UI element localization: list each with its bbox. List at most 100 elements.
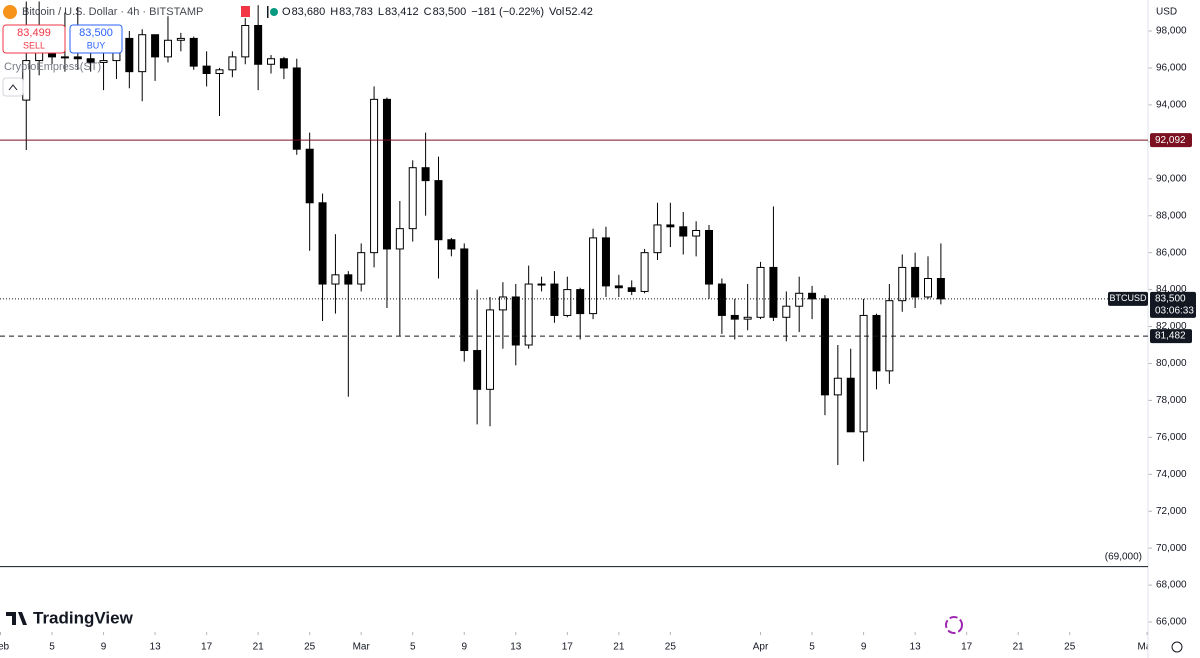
candle-body — [743, 316, 752, 320]
x-tick-label: 9 — [101, 642, 107, 653]
candle-body — [846, 377, 855, 433]
y-tick-label: 70,000 — [1156, 543, 1187, 554]
flag-icon — [241, 6, 250, 17]
x-tick-label: 9 — [461, 642, 467, 653]
ohlc-volume: 52.42 — [565, 6, 593, 18]
candle-body — [511, 296, 520, 346]
candle-body — [627, 287, 636, 292]
x-tick-label: 5 — [410, 642, 416, 653]
sell-box[interactable] — [2, 24, 66, 54]
candle-body — [717, 283, 726, 316]
y-tick-label: 72,000 — [1156, 506, 1187, 517]
x-tick-label: 17 — [201, 642, 213, 653]
candle-body — [460, 248, 469, 352]
candle-body — [666, 224, 675, 228]
ohlc-low: 83,412 — [385, 6, 419, 18]
candle-body — [99, 60, 108, 63]
coin-icon — [3, 5, 17, 19]
candle-body — [808, 292, 817, 300]
candle-body — [924, 278, 933, 298]
y-tick-label: 66,000 — [1156, 617, 1187, 628]
sell-button[interactable]: 83,499 SELL — [2, 24, 66, 54]
candle-body — [151, 34, 160, 58]
candle-body — [344, 274, 353, 285]
ohlc-open: 83,680 — [292, 6, 326, 18]
level-label: 92,092 — [1155, 135, 1186, 146]
candle-body — [202, 65, 211, 75]
candle-body — [395, 228, 404, 250]
y-tick-label: 84,000 — [1156, 284, 1187, 295]
buy-box[interactable] — [69, 24, 123, 54]
candle-body — [872, 314, 881, 372]
x-tick-label: 17 — [562, 642, 574, 653]
price-axis-bg — [1148, 0, 1200, 658]
x-tick-label: 13 — [150, 642, 162, 653]
x-tick-label: 13 — [510, 642, 522, 653]
candle-body — [589, 237, 598, 315]
buy-price[interactable]: 83,500 — [79, 27, 113, 39]
currency-label[interactable]: USD — [1156, 7, 1177, 18]
candle-body — [279, 58, 288, 69]
symbol-title: Bitcoin / U.S. Dollar · 4h · BITSTAMP — [22, 6, 203, 18]
y-tick-label: 68,000 — [1156, 580, 1187, 591]
indicator-label: CryptoEmpress(ST) — [4, 61, 101, 73]
candle-body — [370, 98, 379, 254]
candle-body — [60, 56, 69, 59]
candle-body — [267, 58, 276, 65]
candle-body — [73, 56, 82, 60]
y-tick-label: 76,000 — [1156, 432, 1187, 443]
candle-body — [241, 24, 250, 58]
candle-body — [550, 283, 559, 316]
candle-body — [782, 305, 791, 318]
candle-body — [331, 274, 340, 285]
sell-price[interactable]: 83,499 — [17, 27, 51, 39]
settings-icon[interactable] — [1171, 641, 1183, 653]
level-label-box — [1150, 133, 1192, 148]
y-tick-label: 74,000 — [1156, 469, 1187, 480]
candle-body — [486, 309, 495, 390]
y-tick-label: 98,000 — [1156, 26, 1187, 37]
level-label: 81,482 — [1155, 331, 1186, 342]
candle-body — [679, 226, 688, 237]
y-tick-label: 78,000 — [1156, 395, 1187, 406]
x-tick-label: May — [1138, 642, 1157, 653]
market-open-dot — [270, 8, 278, 16]
candle-body — [86, 58, 95, 63]
sell-label[interactable]: SELL — [23, 40, 45, 50]
candle-body — [228, 56, 237, 71]
collapse-button[interactable] — [2, 77, 24, 97]
y-tick-label: 90,000 — [1156, 173, 1187, 184]
ohlc-l-label: L — [378, 6, 384, 18]
buy-button[interactable]: 83,500 BUY — [69, 24, 123, 54]
candle-body — [705, 229, 714, 285]
candle-body — [215, 69, 224, 75]
candle-body — [563, 289, 572, 316]
x-axis: Feb 5 9 13 17 21 25 Mar 5 9 13 17 21 25 Apr 5 9 13 17 21 25 M… — [0, 632, 1156, 653]
candle-body — [421, 167, 430, 182]
candle-body — [769, 266, 778, 318]
brand-logo — [6, 612, 27, 625]
candle-body — [473, 350, 482, 390]
x-tick-label: 17 — [961, 642, 973, 653]
buy-label[interactable]: BUY — [87, 40, 106, 50]
collapse-icon — [8, 84, 18, 91]
replay-icon[interactable] — [945, 616, 963, 634]
price-label: 83,500 — [1155, 293, 1186, 304]
candle-body — [138, 34, 147, 73]
candle-body — [537, 283, 546, 286]
price-label-box — [1150, 291, 1196, 318]
ohlc-vol-label: Vol — [549, 6, 564, 18]
candle-body — [795, 292, 804, 307]
symbol-tag: BTCUSD — [1109, 293, 1147, 303]
level-label-box — [1150, 329, 1192, 344]
x-tick-label: 9 — [861, 642, 867, 653]
candle-body — [898, 266, 907, 302]
candle-body — [936, 278, 945, 300]
x-tick-label: 25 — [304, 642, 316, 653]
x-tick-label: 25 — [665, 642, 677, 653]
candle-body — [833, 377, 842, 396]
symbol-tag-box — [1108, 291, 1148, 306]
y-tick-label: 86,000 — [1156, 247, 1187, 258]
